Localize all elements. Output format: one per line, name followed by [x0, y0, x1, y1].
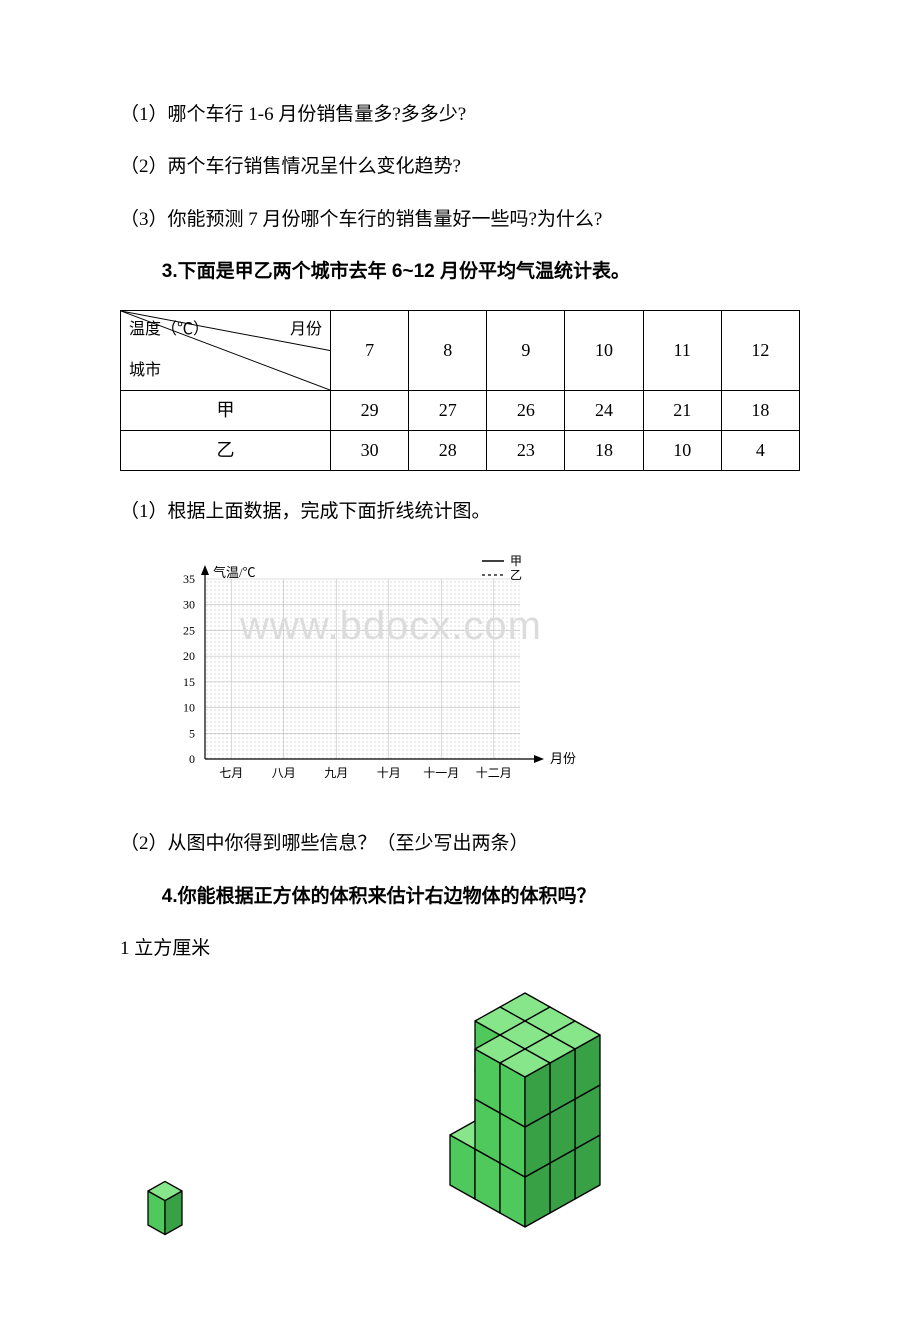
- header-month-label: 月份: [290, 317, 322, 343]
- cell: 4: [721, 430, 799, 470]
- svg-text:十一月: 十一月: [423, 766, 459, 780]
- svg-text:10: 10: [183, 701, 195, 715]
- cell: 21: [643, 390, 721, 430]
- svg-text:七月: 七月: [219, 766, 243, 780]
- temperature-table: 温度（℃） 月份 城市 7 8 9 10 11 12 甲 29 27 26 24…: [120, 310, 800, 471]
- svg-text:十月: 十月: [377, 766, 401, 780]
- cell: 26: [487, 390, 565, 430]
- cell: 30: [331, 430, 409, 470]
- svg-text:20: 20: [183, 649, 195, 663]
- cell: 10: [643, 430, 721, 470]
- svg-text:25: 25: [183, 623, 195, 637]
- svg-text:气温/℃: 气温/℃: [213, 565, 256, 580]
- q4-title: 4.你能根据正方体的体积来估计右边物体的体积吗？: [120, 882, 800, 912]
- cell: 29: [331, 390, 409, 430]
- month-cell: 10: [565, 310, 643, 390]
- cube-row: [140, 987, 800, 1237]
- q3-title: 3.下面是甲乙两个城市去年 6~12 月份平均气温统计表。: [120, 257, 800, 287]
- q1-1: （1）哪个车行 1-6 月份销售量多?多多少?: [120, 100, 800, 130]
- table-row: 甲 29 27 26 24 21 18: [121, 390, 800, 430]
- row-name: 乙: [121, 430, 331, 470]
- cell: 18: [565, 430, 643, 470]
- month-cell: 11: [643, 310, 721, 390]
- month-cell: 12: [721, 310, 799, 390]
- svg-text:0: 0: [189, 752, 195, 766]
- svg-text:九月: 九月: [324, 766, 348, 780]
- header-temp-label: 温度（℃）: [129, 317, 209, 343]
- q1-3: （3）你能预测 7 月份哪个车行的销售量好一些吗?为什么?: [120, 205, 800, 235]
- small-cube: [140, 1167, 210, 1237]
- svg-text:十二月: 十二月: [476, 766, 512, 780]
- svg-text:15: 15: [183, 675, 195, 689]
- q3-2: （2）从图中你得到哪些信息？（至少写出两条）: [120, 829, 800, 859]
- cell: 18: [721, 390, 799, 430]
- month-cell: 7: [331, 310, 409, 390]
- month-cell: 8: [409, 310, 487, 390]
- chart-svg: 0 5 10 15 20 25 30 35 七月 八月 九月 十月 十一月 十二月 气温/℃ 月份 甲乙: [150, 549, 580, 799]
- cell: 27: [409, 390, 487, 430]
- svg-text:甲: 甲: [510, 554, 522, 568]
- big-cube: [380, 987, 650, 1237]
- row-name: 甲: [121, 390, 331, 430]
- line-chart: www.bdocx.com 05101520253035七月八月九月十月十一月十…: [150, 549, 580, 809]
- svg-text:30: 30: [183, 598, 195, 612]
- q3-1: （1）根据上面数据，完成下面折线统计图。: [120, 497, 800, 527]
- svg-text:乙: 乙: [510, 568, 522, 582]
- table-row: 乙 30 28 23 18 10 4: [121, 430, 800, 470]
- table-header-row: 温度（℃） 月份 城市 7 8 9 10 11 12: [121, 310, 800, 390]
- cell: 28: [409, 430, 487, 470]
- month-cell: 9: [487, 310, 565, 390]
- svg-text:月份: 月份: [550, 751, 576, 766]
- svg-text:5: 5: [189, 726, 195, 740]
- q4-unit: 1 立方厘米: [120, 934, 800, 964]
- svg-text:八月: 八月: [272, 766, 296, 780]
- cell: 23: [487, 430, 565, 470]
- table-corner-cell: 温度（℃） 月份 城市: [121, 310, 331, 390]
- q1-2: （2）两个车行销售情况呈什么变化趋势?: [120, 152, 800, 182]
- svg-text:35: 35: [183, 572, 195, 586]
- cell: 24: [565, 390, 643, 430]
- header-city-label: 城市: [129, 358, 161, 384]
